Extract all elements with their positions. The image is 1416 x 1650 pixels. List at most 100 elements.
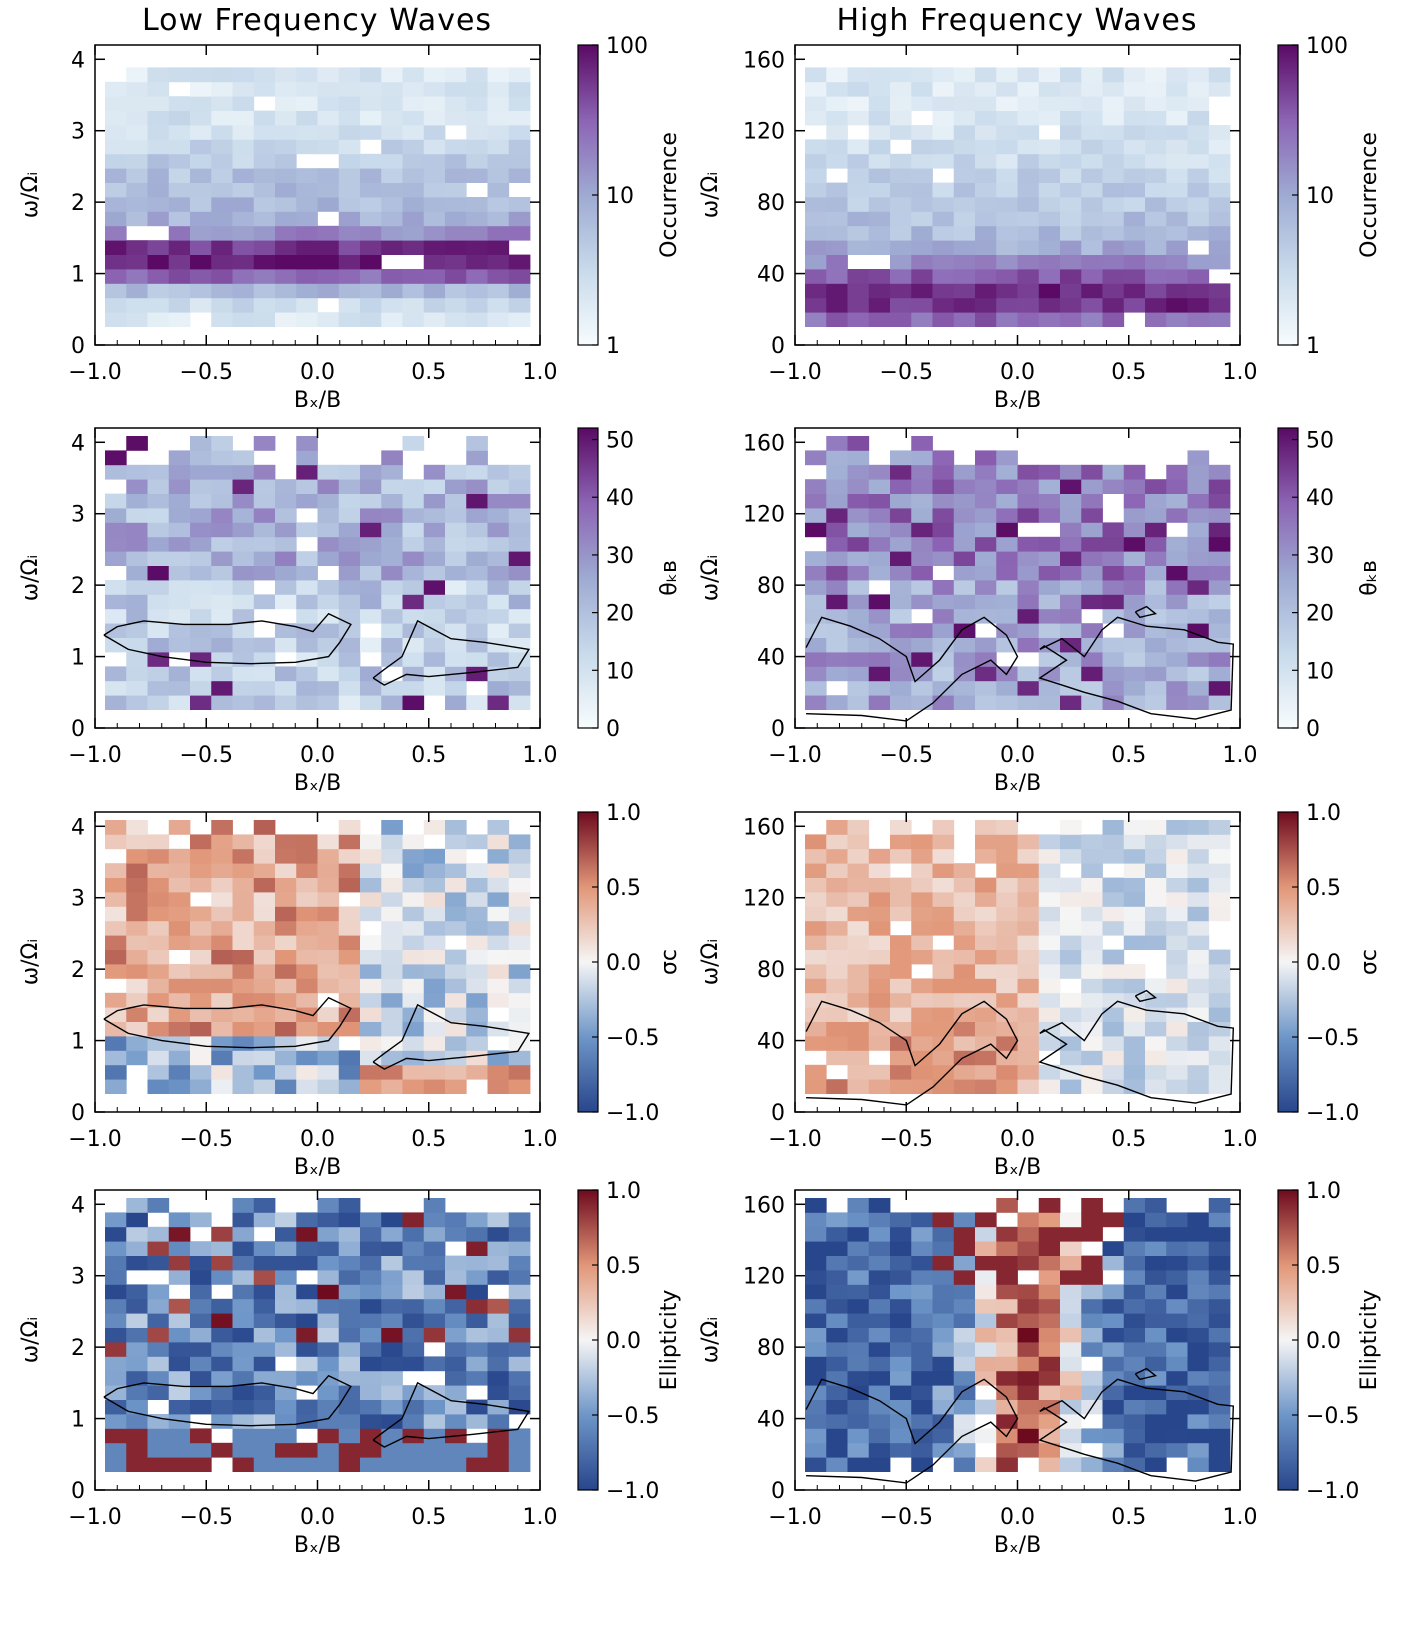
heatmap-cell	[275, 1021, 297, 1037]
heatmap-cell	[1187, 1036, 1210, 1051]
heatmap-cell	[402, 666, 425, 682]
heatmap-cell	[805, 1399, 827, 1415]
colorbar-tick-label: −0.5	[606, 1026, 659, 1051]
heatmap-cell	[508, 1370, 531, 1386]
heatmap-cell	[890, 1255, 912, 1271]
heatmap-cell	[911, 1270, 933, 1285]
heatmap-cell	[1038, 992, 1061, 1008]
heatmap-cell	[911, 211, 933, 227]
colorbar-tick-label: 0.5	[606, 876, 641, 901]
heatmap-cell	[826, 125, 848, 140]
colorbar-tick-label: 10	[606, 659, 634, 684]
heatmap-cell	[508, 949, 531, 965]
heatmap-cell	[402, 211, 425, 227]
heatmap-cell	[847, 1270, 870, 1285]
heatmap-cell	[1123, 1399, 1146, 1415]
heatmap-cell	[1081, 1255, 1103, 1271]
heatmap-cell	[423, 211, 446, 227]
heatmap-cell	[317, 1457, 340, 1472]
heatmap-cell	[190, 680, 212, 696]
heatmap-cell	[168, 877, 191, 893]
colorbar-tick-label: −0.5	[1306, 1404, 1359, 1429]
heatmap-cell	[275, 834, 297, 850]
heatmap-cell	[105, 1212, 127, 1228]
heatmap-cell	[253, 680, 276, 696]
heatmap-cell	[1038, 848, 1061, 864]
heatmap-cell	[317, 81, 340, 97]
heatmap-cell	[1208, 877, 1231, 893]
heatmap-cell	[402, 125, 425, 140]
heatmap-cell	[1060, 269, 1082, 284]
heatmap-cell	[847, 153, 870, 169]
heatmap-cell	[1208, 125, 1231, 140]
heatmap-cell	[487, 608, 510, 624]
heatmap-cell	[911, 1226, 933, 1242]
heatmap-cell	[466, 1442, 488, 1458]
heatmap-cell	[826, 551, 848, 566]
heatmap-cell	[911, 297, 933, 313]
heatmap-cell	[847, 1284, 870, 1300]
heatmap-cell	[487, 254, 510, 270]
heatmap-cell	[975, 1212, 997, 1228]
heatmap-cell	[360, 493, 382, 509]
heatmap-cell	[317, 652, 340, 667]
heatmap-cell	[317, 1356, 340, 1372]
heatmap-cell	[1017, 1327, 1040, 1343]
heatmap-cell	[1017, 906, 1040, 922]
heatmap-cell	[805, 1327, 827, 1343]
heatmap-cell	[275, 565, 297, 581]
heatmap-cell	[211, 920, 233, 936]
heatmap-cell	[126, 67, 148, 83]
heatmap-cell	[932, 978, 955, 994]
heatmap-cell	[466, 652, 488, 667]
heatmap-cell	[826, 479, 848, 494]
heatmap-cell	[423, 1050, 446, 1066]
heatmap-cell	[253, 436, 276, 451]
heatmap-cell	[147, 110, 170, 126]
heatmap-cell	[253, 67, 276, 83]
heatmap-cell	[1081, 906, 1103, 922]
heatmap-cell	[805, 139, 827, 155]
heatmap-cell	[466, 551, 488, 566]
heatmap-cell	[423, 1327, 446, 1343]
x-tick-label: 0.0	[300, 1505, 335, 1530]
heatmap-cell	[1081, 1385, 1103, 1400]
heatmap-cell	[232, 1255, 255, 1271]
heatmap-cell	[1145, 920, 1167, 936]
heatmap-cell	[402, 240, 425, 255]
heatmap-cell	[1187, 820, 1210, 835]
heatmap-cell	[1017, 1313, 1040, 1328]
heatmap-cell	[126, 892, 148, 907]
heatmap-cell	[105, 906, 127, 922]
heatmap-cell	[360, 211, 382, 227]
heatmap-cell	[911, 182, 933, 198]
heatmap-cell	[168, 1212, 191, 1228]
heatmap-cell	[975, 197, 997, 212]
heatmap-cell	[105, 1036, 127, 1051]
heatmap-cell	[847, 522, 870, 538]
heatmap-cell	[826, 1284, 848, 1300]
heatmap-cell	[381, 580, 403, 595]
y-tick-label: 0	[771, 1101, 785, 1126]
heatmap-cell	[1060, 580, 1082, 595]
heatmap-cell	[1017, 949, 1040, 965]
heatmap-cell	[275, 254, 297, 270]
heatmap-cell	[445, 254, 467, 270]
heatmap-cell	[847, 1414, 870, 1429]
heatmap-cell	[360, 680, 382, 696]
heatmap-cell	[1017, 637, 1040, 653]
heatmap-cell	[147, 978, 170, 994]
heatmap-cell	[932, 110, 955, 126]
heatmap-cell	[1166, 225, 1188, 241]
heatmap-cell	[105, 450, 127, 466]
colorbar-tick-label: −0.5	[606, 1404, 659, 1429]
y-tick-label: 0	[771, 1479, 785, 1504]
heatmap-cell	[338, 964, 361, 979]
heatmap-cell	[1166, 1270, 1188, 1285]
heatmap-cell	[253, 637, 276, 653]
heatmap-cell	[508, 81, 531, 97]
heatmap-cell	[275, 1313, 297, 1328]
heatmap-cell	[805, 551, 827, 566]
heatmap-cell	[975, 652, 997, 667]
heatmap-cell	[168, 479, 191, 494]
